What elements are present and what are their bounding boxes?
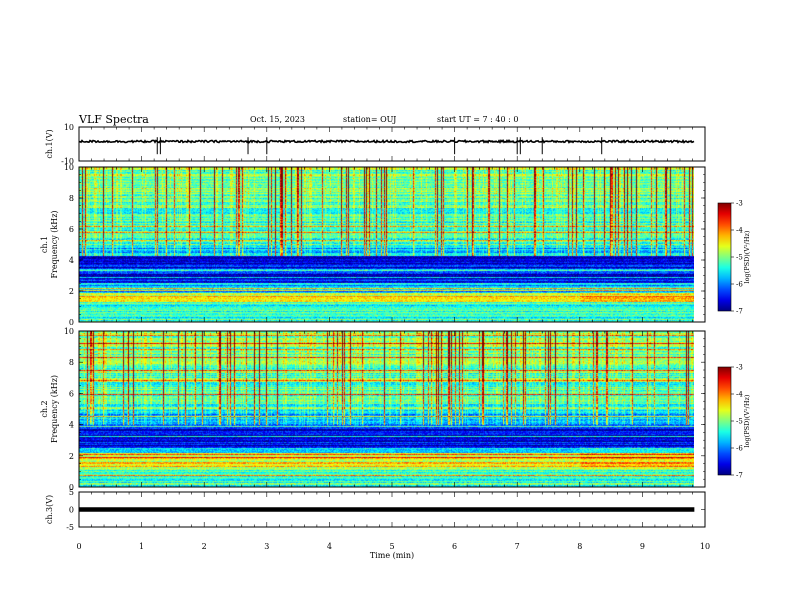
colorbar-ch1 [717,202,732,312]
y-axis-label-3-b: Frequency (kHz) [50,375,59,443]
colorbar-ch2 [717,366,732,476]
y-tick-label: 4 [69,421,74,430]
x-tick-label: 0 [76,542,81,551]
start-time-label: start UT = 7 : 40 : 0 [437,115,519,124]
y-tick-label: -10 [61,157,74,166]
colorbar-tick-label: -4 [736,391,743,399]
y-axis-label-3-a: ch.2 [40,400,49,417]
chart-title: VLF Spectra [79,113,149,126]
y-tick-label: 10 [64,123,74,132]
y-tick-label: 6 [69,225,74,234]
x-tick-label: 8 [577,542,582,551]
colorbar-tick-label: -6 [736,281,743,289]
colorbar-tick-label: -7 [736,308,743,316]
y-axis-label-2-b: Frequency (kHz) [50,210,59,278]
x-tick-label: 3 [264,542,269,551]
y-axis-label-2-a: ch.1 [40,236,49,253]
colorbar-label: log(PSD)(V²/Hz) [743,394,751,447]
colorbar-tick-label: -4 [736,227,743,235]
x-tick-label: 6 [452,542,457,551]
x-tick-label: 5 [389,542,394,551]
y-tick-label: 10 [64,327,74,336]
y-tick-label: 0 [69,483,74,492]
y-tick-label: 10 [64,163,74,172]
spectrogram-ch1 [79,167,694,322]
colorbar-label: log(PSD)(V²/Hz) [743,230,751,283]
x-tick-label: 2 [202,542,207,551]
y-axis-label-4: ch.3(V) [45,495,54,524]
y-tick-label: 4 [69,256,74,265]
x-tick-label: 1 [139,542,144,551]
colorbar-tick-label: -5 [736,254,743,262]
colorbar-tick-label: -7 [736,472,743,480]
colorbar-tick-label: -3 [736,200,743,208]
x-tick-label: 4 [327,542,332,551]
x-tick-label: 10 [700,542,710,551]
colorbar-tick-label: -5 [736,418,743,426]
y-tick-label: 0 [69,318,74,327]
x-tick-label: 9 [640,542,645,551]
y-axis-label-1: ch.1(V) [45,129,54,158]
y-tick-label: 2 [69,287,74,296]
y-tick-label: -5 [66,523,74,532]
y-tick-label: 2 [69,452,74,461]
y-tick-label: 0 [69,506,74,515]
date-label: Oct. 15, 2023 [250,115,305,124]
y-tick-label: 8 [69,358,74,367]
spectrogram-ch2 [79,331,694,487]
colorbar-tick-label: -6 [736,445,743,453]
colorbar-tick-label: -3 [736,364,743,372]
x-axis-label: Time (min) [370,551,414,560]
panel-frame-1 [78,126,706,162]
y-tick-label: 8 [69,194,74,203]
x-tick-label: 7 [515,542,520,551]
ch1-waveform-trace [78,138,695,145]
station-label: station= OUJ [343,115,397,124]
y-tick-label: 6 [69,389,74,398]
y-tick-label: 5 [69,488,74,497]
